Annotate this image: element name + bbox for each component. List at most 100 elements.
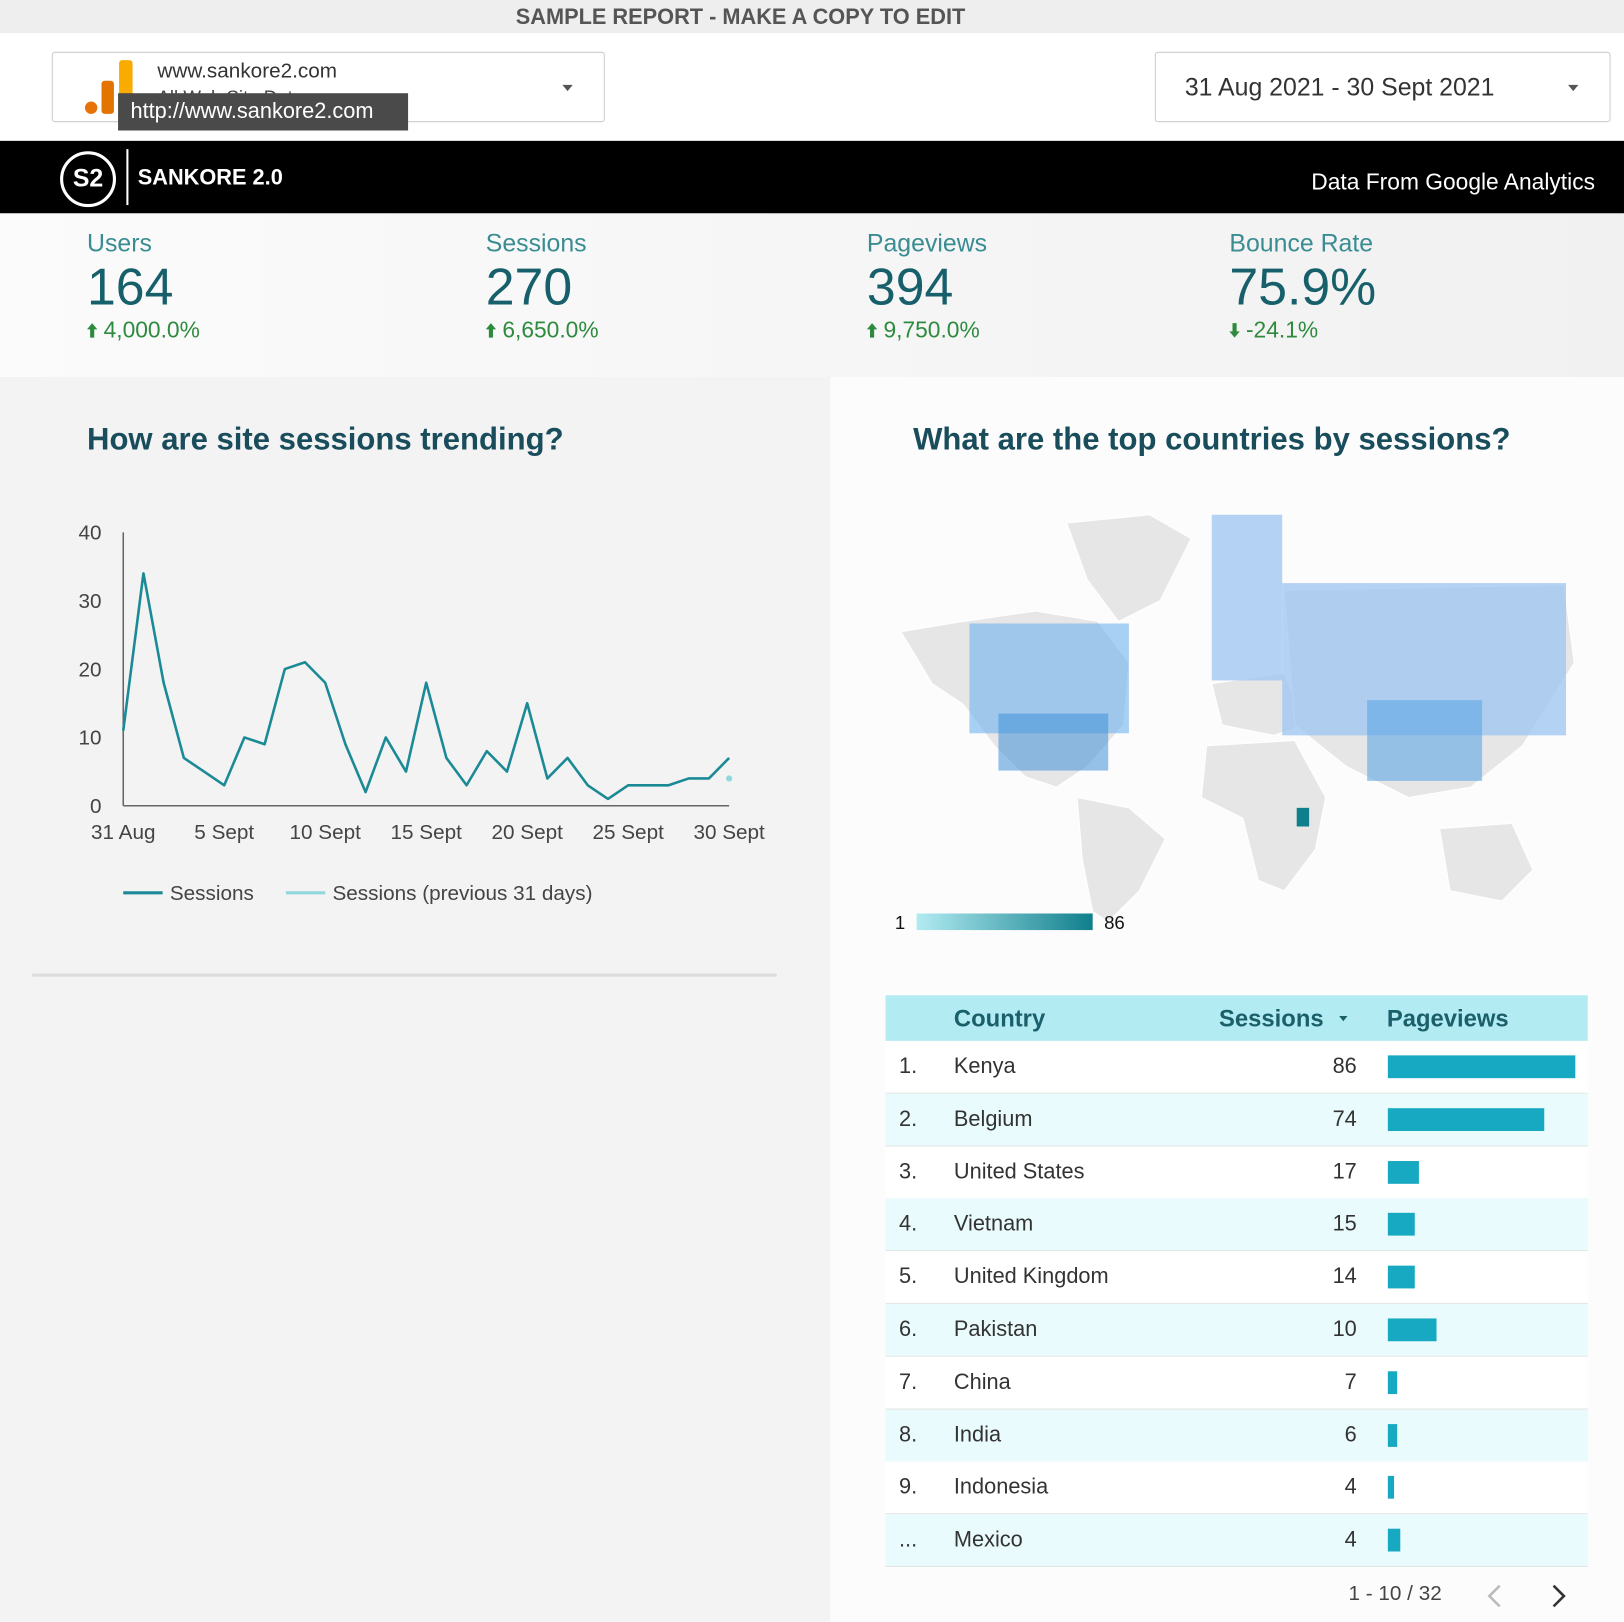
tooltip-text: http://www.sankore2.com	[130, 99, 374, 124]
rank: 8.	[898, 1422, 918, 1447]
banner-bar	[0, 0, 1624, 34]
pageviews-bar	[1387, 1371, 1398, 1394]
y-tick-label: 10	[78, 727, 101, 750]
chart-title: How are site sessions trending?	[86, 422, 564, 457]
kpi: Sessions 270 6,650.0%	[485, 230, 599, 344]
kpi-change: -24.1%	[1229, 317, 1376, 344]
brand-name: SANKORE 2.0	[137, 165, 283, 190]
pageviews-bar	[1387, 1528, 1401, 1552]
column-header[interactable]: Sessions	[1219, 1004, 1324, 1032]
sessions: 4	[1344, 1475, 1357, 1500]
sessions: 15	[1332, 1212, 1357, 1237]
arrow-shape	[1229, 323, 1240, 338]
kpi-label: Bounce Rate	[1229, 229, 1374, 258]
kpi-value: 75.9%	[1229, 257, 1377, 316]
trend-arrow	[86, 323, 98, 338]
country: India	[953, 1422, 1002, 1447]
sessions: 6	[1344, 1422, 1357, 1447]
pageviews-bar	[1387, 1476, 1395, 1500]
rank: 6.	[898, 1317, 918, 1342]
column-header[interactable]: Country	[953, 1004, 1046, 1032]
rank: 1.	[898, 1054, 918, 1079]
prev-page[interactable]	[1487, 1584, 1501, 1608]
pagination: 1 - 10 / 32	[1348, 1582, 1442, 1606]
y-tick-label: 20	[78, 658, 101, 681]
sessions: 4	[1344, 1527, 1357, 1552]
country: United Kingdom	[953, 1264, 1109, 1289]
australia	[1439, 822, 1534, 902]
x-tick-label: 30 Sept	[693, 821, 765, 844]
pageviews-bar	[1387, 1318, 1437, 1342]
pager	[1487, 1584, 1566, 1608]
pageviews-bar	[1387, 1055, 1576, 1079]
sort-arrow	[1339, 1016, 1348, 1022]
analytics-icon	[84, 101, 98, 114]
map-highlights	[969, 514, 1566, 827]
region-highlight	[998, 713, 1109, 771]
banner: SAMPLE REPORT - MAKE A COPY TO EDIT	[515, 5, 966, 29]
logo: S2	[60, 151, 116, 208]
sessions: 74	[1332, 1106, 1357, 1131]
kpi-change-text: -24.1%	[1245, 316, 1319, 343]
table-header	[885, 995, 1588, 1041]
trend-arrow	[1229, 323, 1240, 338]
separator	[32, 973, 777, 977]
tooltip	[118, 93, 409, 131]
brand-bar	[0, 140, 1624, 214]
dropdown-arrow	[1568, 84, 1579, 92]
sessions: 17	[1332, 1159, 1357, 1184]
rank: ...	[898, 1527, 918, 1552]
x-tick-label: 5 Sept	[194, 821, 254, 844]
country: Belgium	[953, 1106, 1033, 1131]
x-tick-label: 10 Sept	[290, 821, 362, 844]
legend-label: Sessions	[170, 882, 254, 905]
country: China	[953, 1370, 1011, 1394]
region-highlight	[1367, 700, 1483, 781]
site-name: www.sankore2.com	[157, 60, 338, 83]
arrow-shape	[485, 323, 497, 338]
sessions: 7	[1344, 1370, 1357, 1394]
column-header[interactable]: Pageviews	[1386, 1004, 1509, 1032]
kpi-label: Pageviews	[866, 229, 988, 258]
pageviews-bar	[1387, 1265, 1415, 1289]
line-series	[121, 572, 731, 801]
kpi-change: 6,650.0%	[485, 316, 599, 344]
color-scale	[916, 913, 1093, 931]
kpi-change-text: 6,650.0%	[502, 316, 599, 343]
kpi-change: 9,750.0%	[866, 317, 987, 344]
rank: 9.	[898, 1475, 918, 1500]
kpi-value: 394	[866, 257, 954, 316]
color-scale-max: 86	[1104, 912, 1125, 933]
y-tick-label: 0	[90, 795, 102, 818]
pageviews-bar	[1387, 1213, 1415, 1237]
arrow-shape	[86, 323, 98, 338]
greenland	[1066, 514, 1192, 623]
line-point	[726, 775, 733, 782]
sessions: 14	[1332, 1264, 1357, 1289]
kpi-value: 164	[86, 257, 174, 316]
table-row: ... Mexico 4	[885, 1514, 1588, 1568]
country: United States	[953, 1159, 1085, 1184]
sessions: 86	[1332, 1054, 1357, 1079]
color-scale-min: 1	[895, 912, 905, 933]
kpi-label: Users	[86, 229, 152, 258]
rank: 5.	[898, 1264, 918, 1289]
pageviews-bar	[1387, 1107, 1545, 1131]
legend-label: Sessions (previous 31 days)	[332, 882, 592, 905]
table-row: 5. United Kingdom 14	[885, 1251, 1588, 1305]
region-highlight	[1296, 807, 1310, 827]
next-page[interactable]	[1552, 1584, 1566, 1608]
y-tick-label: 40	[78, 522, 101, 545]
table-row: 4. Vietnam 15	[885, 1198, 1588, 1252]
kpi-strip	[0, 213, 1624, 377]
date-range: 31 Aug 2021 - 30 Sept 2021	[1184, 73, 1495, 102]
x-tick-label: 31 Aug	[91, 821, 155, 844]
date-range-selector[interactable]	[1154, 51, 1611, 123]
table-row: 1. Kenya 86	[885, 1040, 1588, 1094]
x-tick-label: 15 Sept	[391, 821, 463, 844]
table-row: 9. Indonesia 4	[885, 1461, 1588, 1515]
divider	[126, 149, 129, 206]
rank: 3.	[898, 1159, 918, 1184]
rank: 2.	[898, 1106, 918, 1131]
